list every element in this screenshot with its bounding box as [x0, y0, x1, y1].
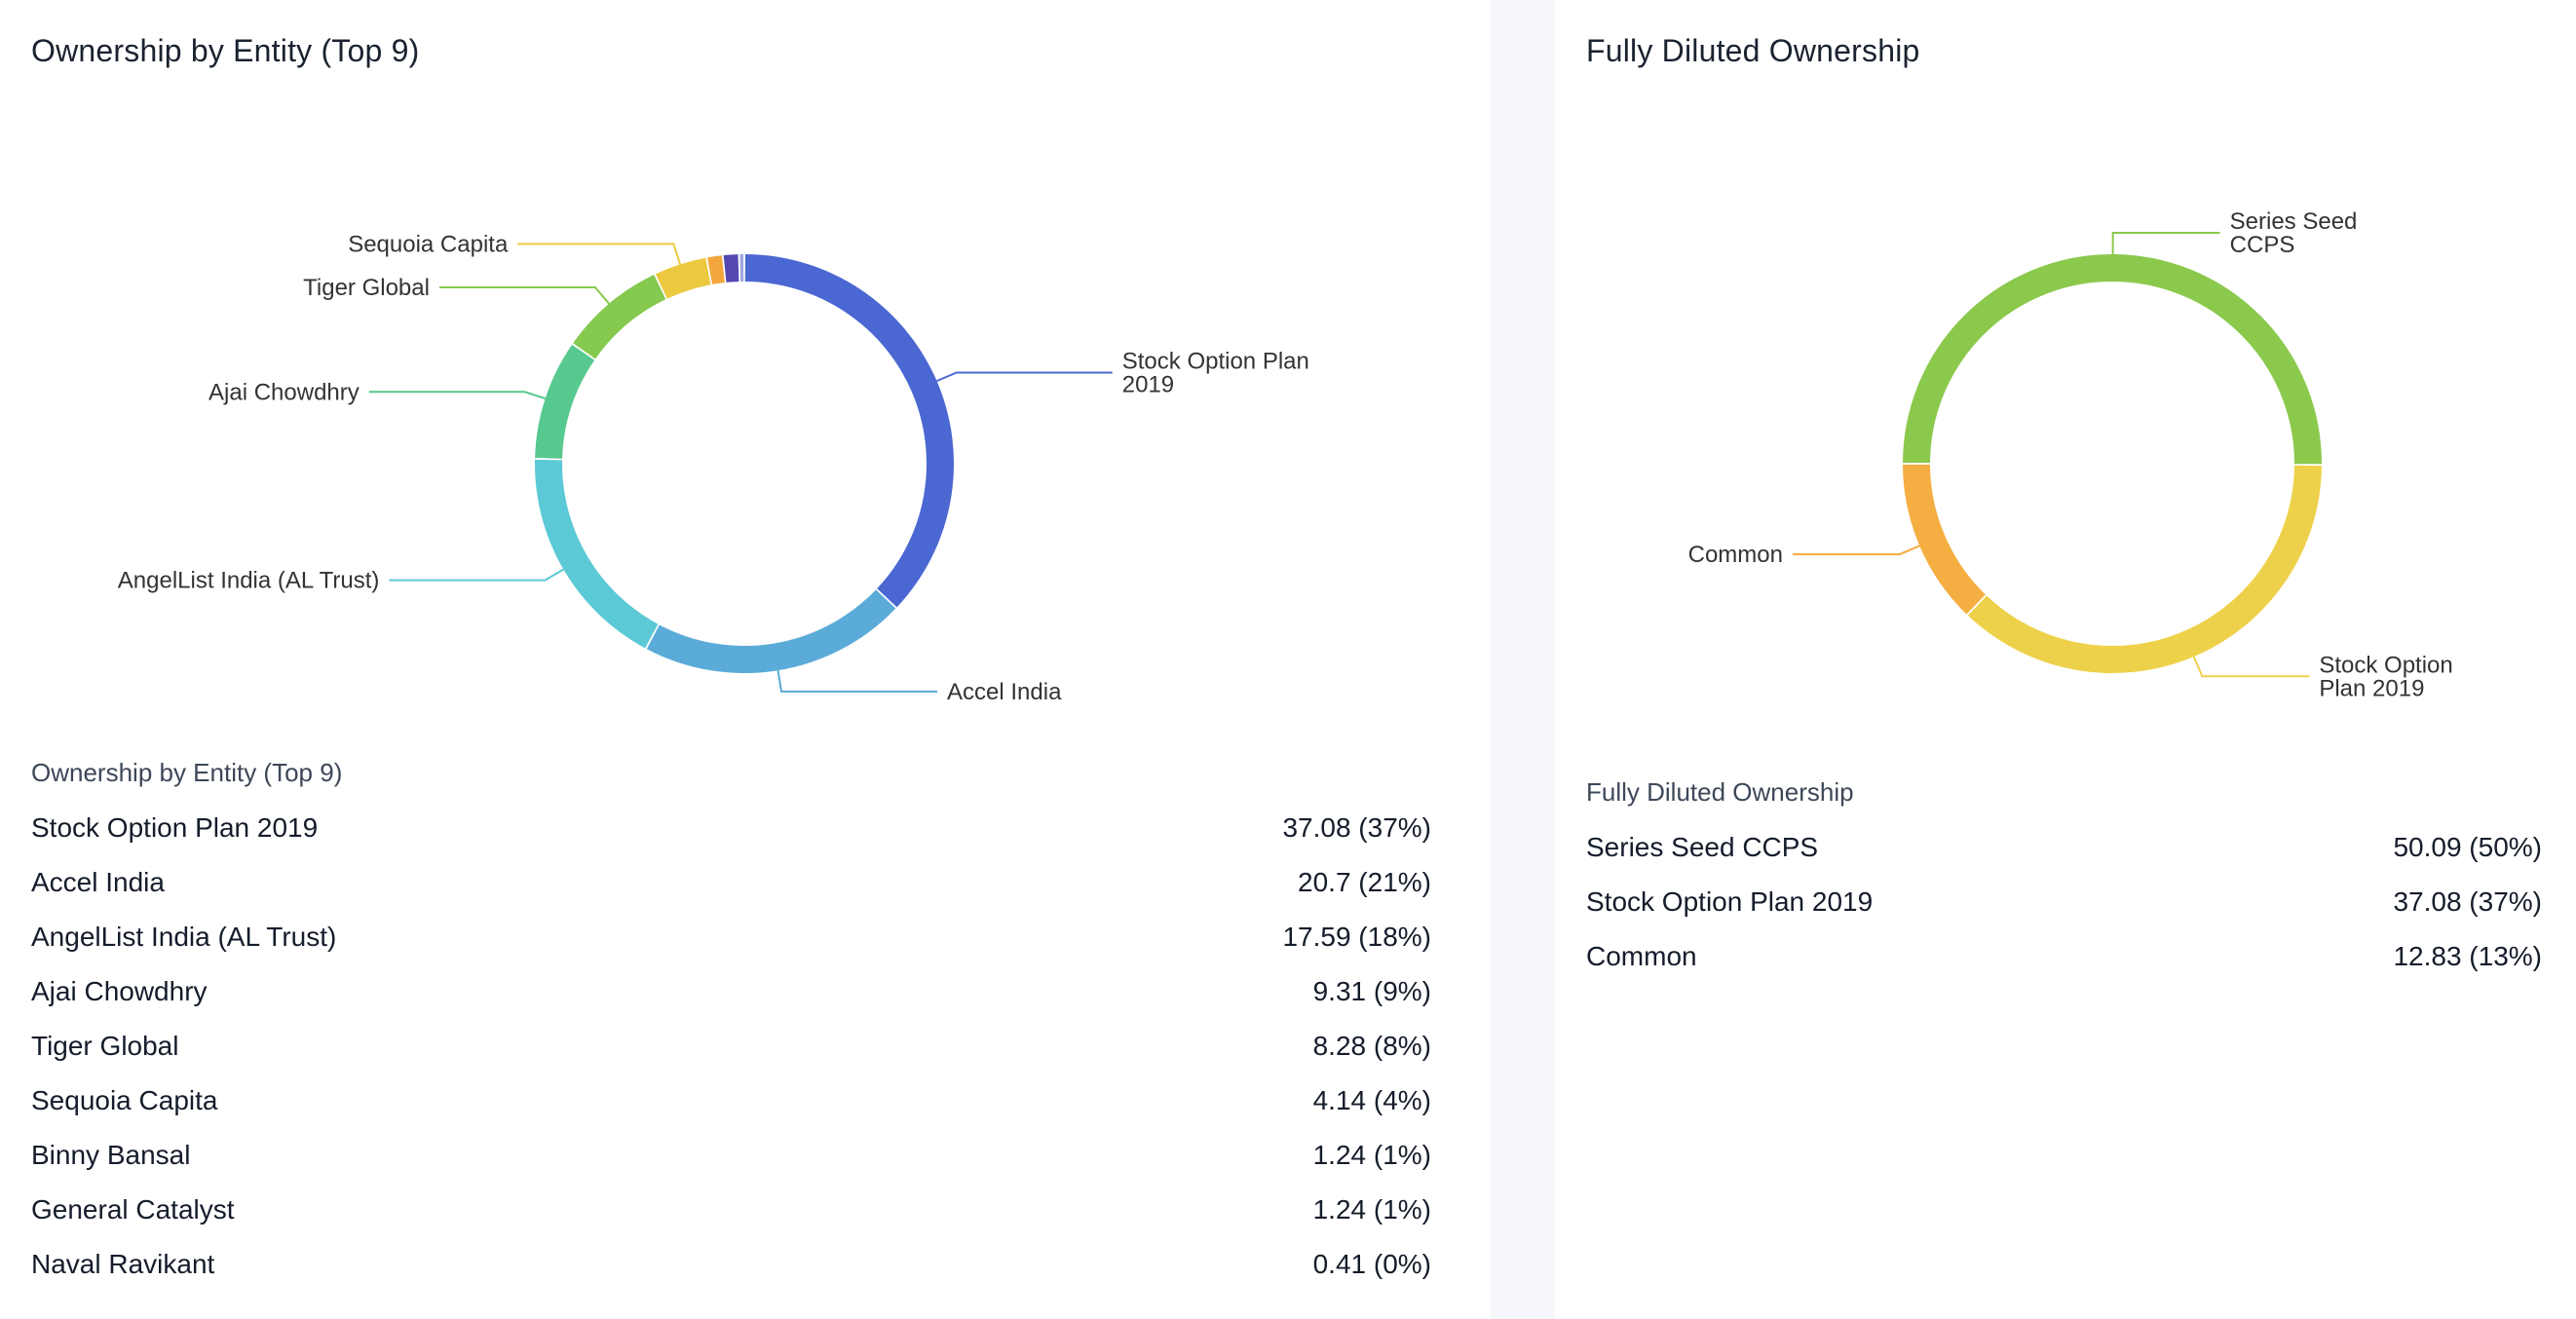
callout-label-sequoia-capita: Sequoia Capita: [348, 231, 509, 257]
share-class-name: Series Seed CCPS: [1586, 832, 1819, 862]
entity-name: Tiger Global: [31, 1031, 179, 1061]
slice-series-seed-ccps[interactable]: [1903, 253, 2322, 465]
share-class-value: 12.83 (13%): [2393, 941, 2542, 971]
slice-general-catalyst[interactable]: [723, 254, 739, 283]
share-class-name: Common: [1586, 941, 1697, 971]
entity-name: General Catalyst: [31, 1194, 235, 1225]
callout-line-accel-india: [777, 670, 938, 693]
table-row: Accel India 20.7 (21%): [31, 863, 1431, 902]
slice-sequoia-capita[interactable]: [655, 257, 711, 299]
callout-label-stock-option-plan-2019: Stock Option Plan: [1122, 348, 1309, 374]
ownership-by-entity-table-caption: Ownership by Entity (Top 9): [31, 758, 343, 787]
callout-line-angellist-india-al-trust: [389, 568, 564, 582]
callout-label-stock-option-plan-2019: Stock Option: [2319, 652, 2452, 678]
callout-line-sequoia-capita: [517, 243, 682, 265]
callout-line-tiger-global: [438, 286, 610, 305]
share-class-value: 50.09 (50%): [2393, 832, 2542, 862]
slice-angellist-india-al-trust[interactable]: [535, 459, 659, 649]
callout-line-series-seed-ccps: [2111, 232, 2220, 255]
entity-name: Ajai Chowdhry: [31, 976, 208, 1006]
callout-label-stock-option-plan-2019: Plan 2019: [2319, 675, 2424, 701]
entity-value: 4.14 (4%): [1312, 1085, 1431, 1115]
entity-name: Binny Bansal: [31, 1140, 191, 1170]
callout-line-common: [1792, 545, 1920, 555]
share-class-value: 37.08 (37%): [2393, 886, 2542, 917]
panel-divider: [1491, 0, 1555, 1319]
entity-name: Sequoia Capita: [31, 1085, 218, 1115]
callout-label-accel-india: Accel India: [947, 679, 1062, 705]
entity-value: 37.08 (37%): [1282, 812, 1431, 843]
entity-value: 17.59 (18%): [1282, 922, 1431, 952]
fully-diluted-ownership-title: Fully Diluted Ownership: [1586, 33, 1920, 68]
callout-line-stock-option-plan-2019: [2192, 656, 2310, 678]
entity-name: Stock Option Plan 2019: [31, 812, 319, 843]
callout-label-stock-option-plan-2019: 2019: [1122, 371, 1174, 397]
share-class-name: Stock Option Plan 2019: [1586, 886, 1874, 917]
slice-stock-option-plan-2019[interactable]: [1967, 465, 2322, 673]
callout-label-series-seed-ccps: CCPS: [2230, 232, 2295, 258]
slice-stock-option-plan-2019[interactable]: [744, 254, 954, 608]
slice-accel-india[interactable]: [646, 589, 896, 673]
fully-diluted-ownership-panel: Fully Diluted Ownership Series Seed CCPS S…: [1555, 0, 2576, 1319]
table-row: Tiger Global 8.28 (8%): [31, 1027, 1431, 1066]
entity-name: Naval Ravikant: [31, 1249, 215, 1279]
table-row: Naval Ravikant 0.41 (0%): [31, 1245, 1431, 1284]
ownership-by-entity-panel: Ownership by Entity (Top 9) Stock Option…: [31, 33, 1431, 1284]
entity-value: 1.24 (1%): [1312, 1140, 1431, 1170]
ownership-by-entity-title: Ownership by Entity (Top 9): [31, 33, 420, 68]
callout-label-angellist-india-al-trust: AngelList India (AL Trust): [118, 568, 380, 594]
entity-name: Accel India: [31, 867, 165, 897]
table-row: Stock Option Plan 2019 37.08 (37%): [31, 809, 1431, 848]
entity-value: 1.24 (1%): [1312, 1194, 1431, 1225]
slice-tiger-global[interactable]: [573, 275, 666, 359]
table-row: Common 12.83 (13%): [1586, 937, 2542, 976]
entity-value: 8.28 (8%): [1312, 1031, 1431, 1061]
slice-ajai-chowdhry[interactable]: [535, 344, 595, 460]
table-row: General Catalyst 1.24 (1%): [31, 1190, 1431, 1229]
table-row: Sequoia Capita 4.14 (4%): [31, 1081, 1431, 1120]
entity-name: AngelList India (AL Trust): [31, 922, 337, 952]
fully-diluted-ownership-table-caption: Fully Diluted Ownership: [1586, 777, 1854, 807]
entity-value: 0.41 (0%): [1312, 1249, 1431, 1279]
callout-line-ajai-chowdhry: [368, 391, 546, 400]
callout-label-tiger-global: Tiger Global: [303, 275, 430, 301]
entity-value: 9.31 (9%): [1312, 976, 1431, 1006]
callout-label-series-seed-ccps: Series Seed: [2230, 208, 2358, 235]
table-row: Ajai Chowdhry 9.31 (9%): [31, 972, 1431, 1011]
slice-common[interactable]: [1903, 464, 1987, 615]
table-row: Binny Bansal 1.24 (1%): [31, 1136, 1431, 1175]
callout-label-ajai-chowdhry: Ajai Chowdhry: [208, 379, 360, 405]
callout-line-stock-option-plan-2019: [936, 371, 1113, 383]
slice-binny-bansal[interactable]: [707, 255, 725, 284]
table-row: Series Seed CCPS 50.09 (50%): [1586, 828, 2542, 867]
table-row: AngelList India (AL Trust) 17.59 (18%): [31, 918, 1431, 957]
callout-label-common: Common: [1688, 542, 1783, 568]
entity-value: 20.7 (21%): [1298, 867, 1431, 897]
table-row: Stock Option Plan 2019 37.08 (37%): [1586, 883, 2542, 922]
